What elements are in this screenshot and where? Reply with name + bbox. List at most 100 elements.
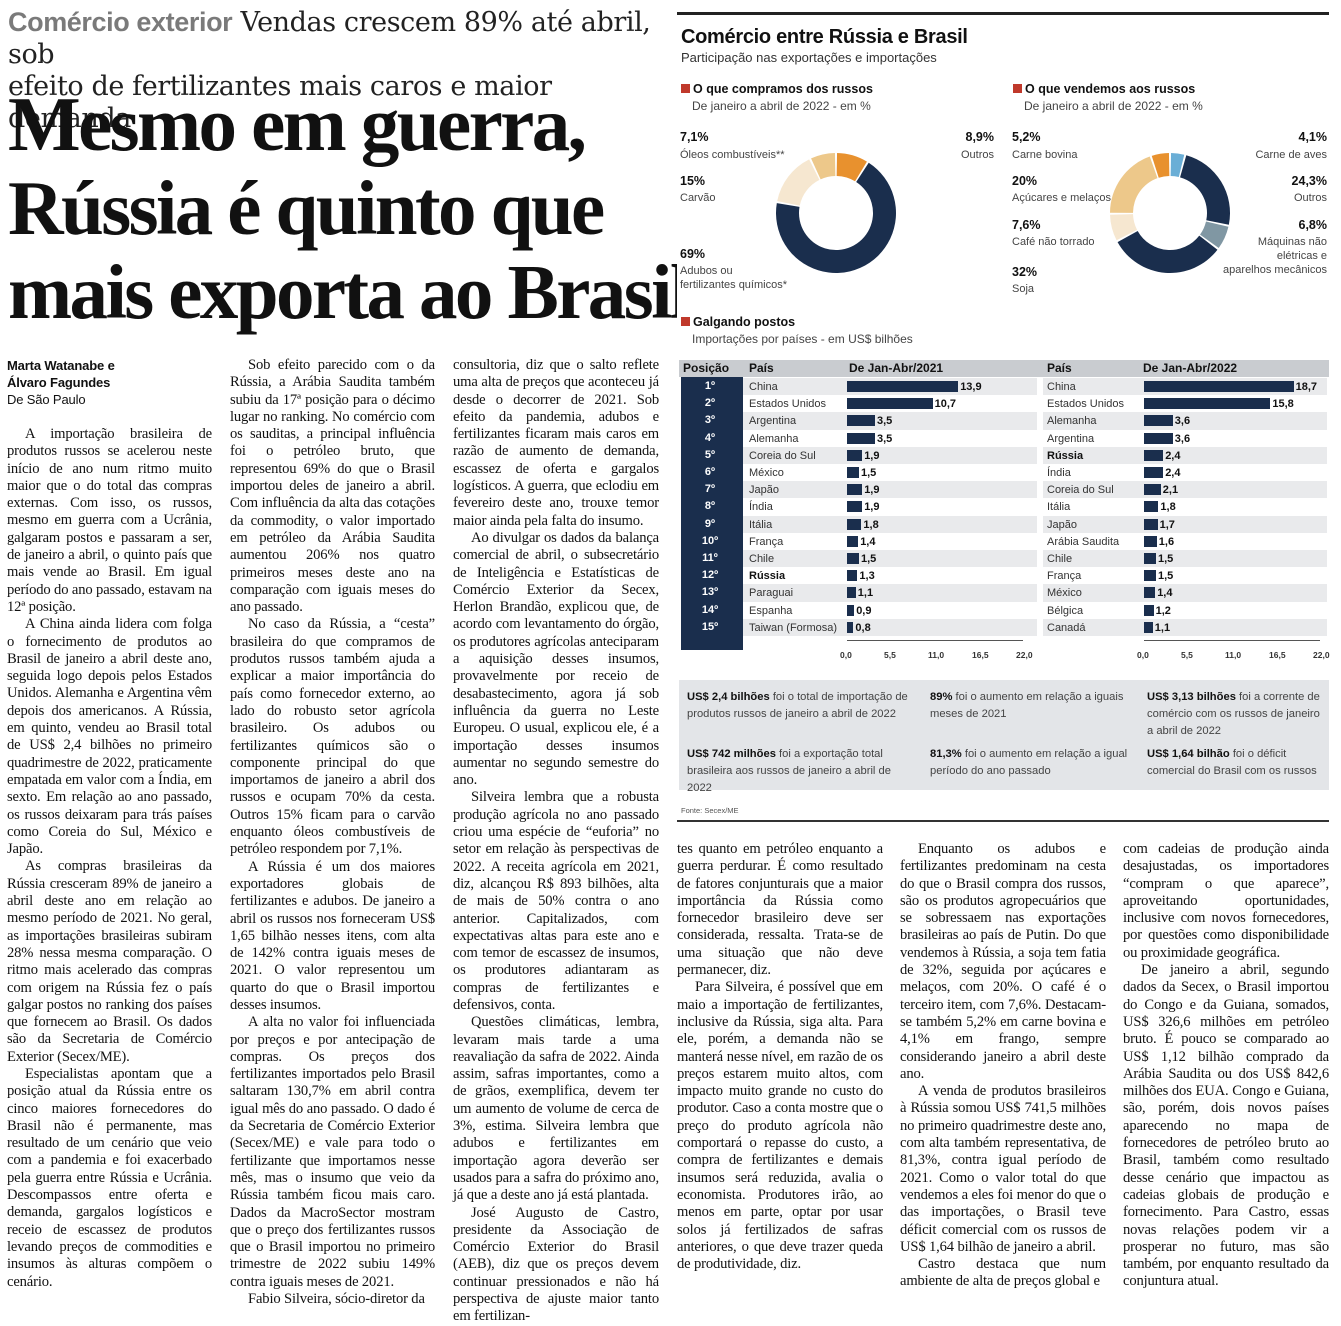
value-2022: 1,5 — [1158, 570, 1174, 583]
position-label: 11º — [702, 552, 718, 564]
bar-2022 — [1144, 621, 1153, 633]
article-column-4: tes quanto em petróleo enquanto a guerra… — [677, 841, 883, 1273]
position-label: 2º — [704, 397, 716, 410]
fact-import-growth: 89% foi o aumento em relação a iguais me… — [930, 691, 1124, 720]
buy-pct-carvao: 15% — [680, 174, 706, 188]
row-stripe — [1043, 550, 1327, 568]
row-stripe — [743, 446, 1037, 464]
x-tick-label: 11,0 — [1225, 650, 1242, 660]
paragraph: A China ainda lidera com folga o forneci… — [7, 616, 212, 858]
sell-donut-slice — [1110, 214, 1138, 241]
sell-pct-maquinas: 6,8% — [1298, 218, 1328, 232]
country-2021: Rússia — [749, 570, 786, 583]
country-2021: Paraguai — [749, 587, 794, 600]
header-country-2022: País — [1047, 360, 1072, 377]
sell-pct-aves: 4,1% — [1298, 130, 1328, 144]
buy-section-title: O que compramos dos russos — [681, 82, 873, 96]
country-2022: Rússia — [1047, 449, 1084, 462]
sell-pct-cafe: 7,6% — [1012, 218, 1041, 232]
paragraph: A importação brasileira de produtos russ… — [7, 426, 212, 615]
byline-authors-1: Marta Watanabe e — [7, 358, 115, 373]
value-2022: 3,6 — [1174, 415, 1191, 428]
row-stripe — [743, 584, 1037, 602]
sell-donut-slice — [1180, 155, 1230, 225]
value-2022: 2,1 — [1162, 484, 1179, 497]
bar-2021 — [847, 621, 854, 633]
value-2022: 1,8 — [1160, 501, 1176, 514]
bar-2021 — [847, 449, 863, 461]
value-2021: 1,8 — [863, 518, 879, 531]
x-tick-label: 11,0 — [928, 650, 945, 660]
sell-donut-slice — [1110, 156, 1158, 213]
header-period-2021: De Jan-Abr/2021 — [849, 360, 944, 377]
position-label: 15º — [701, 620, 719, 633]
row-stripe — [1043, 515, 1327, 533]
red-square-icon — [681, 317, 690, 326]
position-label: 6º — [704, 466, 716, 478]
x-axis-line — [847, 640, 1023, 641]
sell-label-soja: Soja — [1012, 283, 1035, 295]
value-2021: 1,4 — [860, 535, 876, 548]
position-label: 3º — [704, 414, 716, 427]
value-2021: 1,1 — [857, 587, 874, 600]
infographic-top-rule — [677, 12, 1329, 15]
position-label: 5º — [704, 448, 716, 461]
value-2022: 3,6 — [1174, 432, 1191, 445]
bar-2022 — [1144, 432, 1173, 444]
bar-2022 — [1144, 467, 1164, 478]
sell-donut-slice — [1170, 153, 1185, 178]
buy-donut-chart — [776, 153, 896, 273]
x-tick-label: 22,0 — [1313, 650, 1330, 660]
infographic-subtitle: Participação nas exportações e importaçõ… — [681, 50, 937, 65]
sell-label-aves: Carne de aves — [1255, 149, 1327, 161]
position-label: 10º — [701, 534, 719, 547]
red-square-icon — [681, 84, 690, 93]
paragraph: Enquanto os adubos e fertilizantes predo… — [900, 841, 1106, 1082]
value-2021: 13,9 — [960, 381, 982, 393]
buy-pct-adubos: 69% — [680, 247, 706, 261]
sell-section-title: O que vendemos aos russos — [1013, 82, 1195, 96]
sell-label-carne-bovina: Carne bovina — [1012, 149, 1078, 161]
bar-2022 — [1144, 398, 1271, 410]
bar-2021 — [847, 570, 858, 582]
buy-donut-slice — [836, 153, 867, 182]
country-2021: Chile — [749, 553, 775, 565]
position-label: 8º — [704, 500, 716, 513]
sell-label-outros: Outros — [1293, 192, 1327, 204]
kicker: Comércio exterior Vendas crescem 89% até… — [8, 6, 668, 135]
country-2021: Índia — [749, 501, 773, 514]
bar-2022 — [1144, 415, 1173, 427]
article-column-1: Marta Watanabe e Álvaro Fagundes De São … — [7, 357, 212, 1291]
bar-2021 — [847, 553, 859, 564]
sell-donut-slice — [1151, 153, 1170, 178]
article-column-3: consultoria, diz que o salto reflete uma… — [453, 357, 659, 1326]
header-country-2021: País — [749, 360, 774, 377]
country-2021: China — [749, 381, 778, 393]
bar-2021 — [847, 381, 959, 392]
headline-line-1: Mesmo em guerra, — [8, 81, 587, 167]
position-label: 1º — [704, 380, 716, 392]
country-2022: Canadá — [1047, 621, 1086, 634]
section-label: Comércio exterior — [8, 7, 233, 37]
position-label: 9º — [704, 517, 716, 530]
buy-pct-outros: 8,9% — [965, 130, 995, 144]
paragraph: A venda de produtos brasileiros à Rússia… — [900, 1083, 1106, 1255]
country-2022: Chile — [1047, 553, 1073, 565]
bar-2021 — [847, 518, 862, 530]
bar-2022 — [1144, 501, 1159, 513]
country-2022: Alemanha — [1047, 415, 1097, 428]
bar-2021 — [847, 535, 859, 547]
byline-authors-2: Álvaro Fagundes — [7, 375, 111, 390]
paragraph: com cadeias de produção ainda desajustad… — [1123, 841, 1329, 961]
infographic-title: Comércio entre Rússia e Brasil — [681, 26, 968, 48]
x-axis-line — [1144, 640, 1320, 641]
x-tick-label: 22,0 — [1016, 650, 1033, 660]
value-2021: 1,9 — [864, 501, 880, 514]
bar-2022 — [1144, 518, 1158, 530]
value-2022: 1,6 — [1158, 535, 1175, 548]
bar-2022 — [1144, 381, 1294, 392]
fact-trade-flow: US$ 3,13 bilhões foi a corrente de comér… — [1147, 691, 1320, 737]
row-stripe — [1043, 412, 1327, 430]
fact-export-total: US$ 742 milhões foi a exportação total b… — [687, 748, 891, 794]
buy-label-carvao: Carvão — [680, 192, 716, 204]
